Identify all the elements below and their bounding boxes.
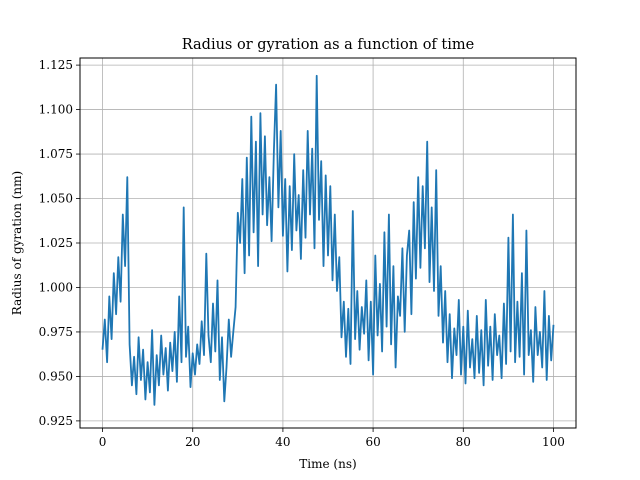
x-tick-label: 60 (365, 435, 380, 449)
x-axis: 0 20 40 60 80 100 (99, 428, 565, 449)
x-axis-label: Time (ns) (299, 457, 356, 471)
y-tick-label: 0.925 (39, 414, 73, 428)
y-tick-label: 1.000 (39, 280, 73, 294)
y-axis: 0.925 0.950 0.975 1.000 1.025 1.050 1.075 1.100… (39, 58, 80, 428)
y-tick-label: 1.100 (39, 103, 73, 117)
series-group (101, 74, 555, 406)
y-tick-label: 0.950 (39, 369, 73, 383)
x-tick-label: 20 (185, 435, 200, 449)
y-tick-label: 1.125 (39, 58, 73, 72)
chart-title: Radius or gyration as a function of time (182, 37, 474, 53)
x-tick-label: 80 (456, 435, 471, 449)
y-tick-label: 1.050 (39, 192, 73, 206)
x-tick-label: 0 (99, 435, 107, 449)
y-tick-label: 1.025 (39, 236, 73, 250)
y-tick-label: 0.975 (39, 325, 73, 339)
x-tick-label: 100 (542, 435, 565, 449)
series-line (101, 74, 555, 406)
y-axis-label: Radius of gyration (nm) (10, 171, 24, 315)
y-tick-label: 1.075 (39, 147, 73, 161)
x-tick-label: 40 (275, 435, 290, 449)
